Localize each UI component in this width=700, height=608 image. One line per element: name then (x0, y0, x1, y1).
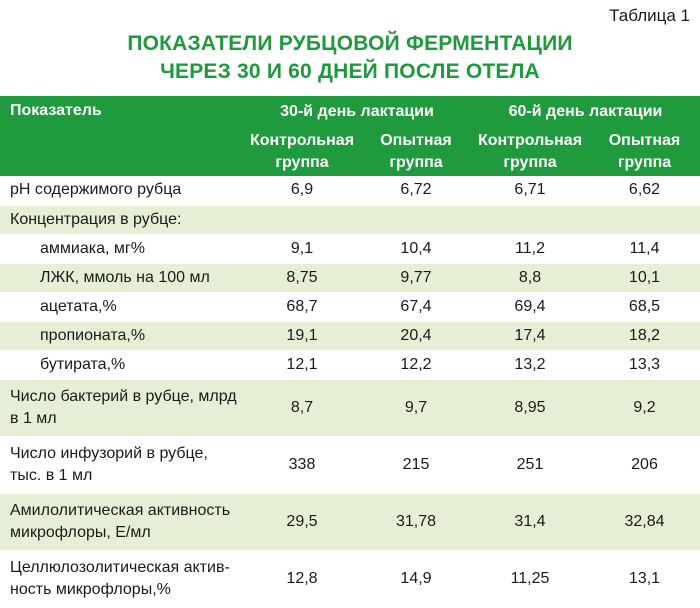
row-label: бутирата,% (40, 355, 126, 373)
row-label: Число бактерий в рубце, млрд в 1 мл (10, 387, 237, 427)
row-label: Концентрация в рубце: (10, 210, 182, 228)
cell-value: 31,78 (395, 512, 437, 530)
cell-value: 19,1 (286, 326, 318, 344)
header-period-60: 60-й день лактации (471, 96, 700, 128)
cell-value: 13,3 (628, 355, 661, 373)
cell-value: 6,9 (290, 181, 314, 199)
cell-value: 6,62 (628, 181, 661, 199)
cell-value: 11,2 (515, 239, 545, 257)
table-row: аммиака, мг% 9,1 10,4 11,2 11,4 (0, 234, 700, 263)
cell-value: 6,71 (514, 181, 546, 199)
table-row: пропионата,% 19,1 20,4 17,4 18,2 (0, 321, 700, 350)
fermentation-table: Показатель 30-й день лактации 60-й день … (0, 96, 700, 608)
cell-value: 68,7 (286, 297, 318, 315)
row-label: аммиака, мг% (40, 239, 145, 257)
table-row: Целлюлозолитическая актив-ность микрофло… (0, 550, 700, 607)
table-label: Таблица 1 (609, 6, 690, 25)
table-row: Число инфузорий в рубце, тыс. в 1 мл 338 … (0, 436, 700, 493)
cell-value: 17,4 (514, 326, 546, 344)
cell-value: 67,4 (400, 297, 432, 315)
table-row: ЛЖК, ммоль на 100 мл 8,75 9,77 8,8 10,1 (0, 263, 700, 292)
row-label: Целлюлозолитическая актив-ность микрофло… (10, 558, 230, 598)
cell-value: 10,4 (400, 239, 432, 257)
cell-value: 12,1 (286, 355, 318, 373)
row-label: пропионата,% (40, 326, 146, 344)
row-label: ацетата,% (40, 297, 117, 315)
row-label: Число инфузорий в рубце, тыс. в 1 мл (10, 444, 208, 484)
cell-value: 13,2 (514, 355, 546, 373)
cell-value: 8,7 (290, 398, 314, 416)
cell-value: 9,77 (400, 268, 432, 286)
cell-value: 29,5 (286, 512, 318, 530)
row-label: Амилолитическая активность микрофлоры, Е/… (10, 501, 231, 541)
header-experimental-30: Опытная группа (361, 128, 471, 176)
cell-value: 18,2 (628, 326, 661, 344)
cell-value: 251 (516, 455, 544, 473)
cell-value: 68,5 (628, 297, 661, 315)
table-row: Концентрация в рубце: (0, 205, 700, 234)
cell-value: 13,1 (628, 569, 661, 587)
header-period-30: 30-й день лактации (243, 96, 471, 128)
cell-value: 32,84 (624, 512, 665, 530)
header-experimental-60: Опытная группа (589, 128, 700, 176)
title-line-2: ЧЕРЕЗ 30 И 60 ДНЕЙ ПОСЛЕ ОТЕЛА (160, 60, 540, 83)
table-row: Число бактерий в рубце, млрд в 1 мл 8,7 9… (0, 379, 700, 436)
cell-value: 9,1 (290, 239, 314, 257)
table-row: Амилолитическая активность микрофлоры, Е/… (0, 493, 700, 550)
cell-value: 11,4 (629, 239, 660, 257)
header-indicator: Показатель (0, 96, 243, 176)
header-control-60: Контрольная группа (471, 128, 589, 176)
table-row: pH содержимого рубца 6,9 6,72 6,71 6,62 (0, 176, 700, 205)
cell-value: 69,4 (514, 297, 546, 315)
cell-value: 9,2 (633, 398, 656, 416)
header-control-30: Контрольная группа (243, 128, 361, 176)
cell-value: 9,7 (404, 398, 428, 416)
table-row: ацетата,% 68,7 67,4 69,4 68,5 (0, 292, 700, 321)
cell-value: 20,4 (400, 326, 432, 344)
title-line-1: ПОКАЗАТЕЛИ РУБЦОВОЙ ФЕРМЕНТАЦИИ (127, 32, 573, 55)
table-row: бутирата,% 12,1 12,2 13,2 13,3 (0, 350, 700, 379)
cell-value: 8,95 (514, 398, 546, 416)
cell-value: 8,8 (518, 268, 542, 286)
cell-value: 31,4 (514, 512, 546, 530)
cell-value: 338 (288, 455, 316, 473)
cell-value: 12,8 (286, 569, 318, 587)
row-label: ЛЖК, ммоль на 100 мл (40, 268, 210, 286)
cell-value: 8,75 (286, 268, 318, 286)
cell-value: 215 (402, 455, 430, 473)
cell-value: 14,9 (400, 569, 432, 587)
cell-value: 11,25 (510, 569, 550, 587)
cell-value: 206 (631, 455, 658, 473)
cell-value: 12,2 (400, 355, 432, 373)
table-title: ПОКАЗАТЕЛИ РУБЦОВОЙ ФЕРМЕНТАЦИИ ЧЕРЕЗ 30… (0, 30, 700, 86)
cell-value: 10,1 (628, 268, 661, 286)
cell-value: 6,72 (400, 181, 432, 199)
row-label: pH содержимого рубца (10, 181, 182, 199)
